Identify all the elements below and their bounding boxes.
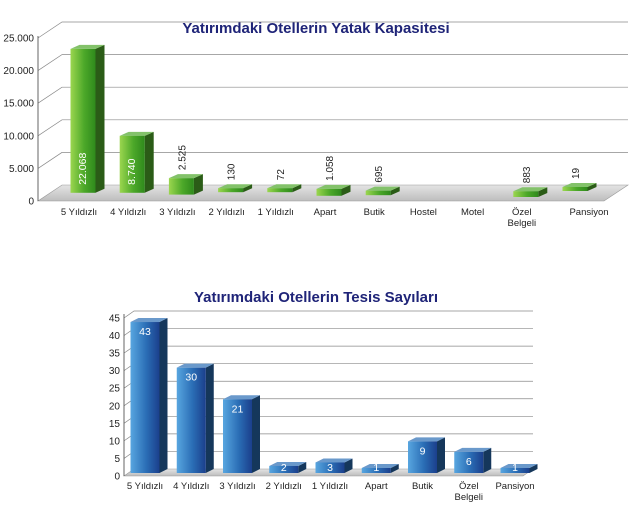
bar: 6 — [454, 447, 492, 473]
category-label: 5 Yıldızlı — [61, 207, 97, 218]
y-tick-label: 25 — [109, 384, 121, 395]
data-label: 2 — [281, 462, 287, 474]
bar: 130 — [218, 163, 253, 193]
category-label: 5 Yıldızlı — [127, 481, 163, 492]
gridline — [123, 328, 533, 336]
category-label: 4 Yıldızlı — [110, 207, 146, 218]
gridline — [37, 152, 628, 169]
category-label: 1 Yıldızlı — [312, 481, 348, 492]
category-label: Butik — [364, 207, 385, 218]
y-tick-label: 20.000 — [3, 66, 34, 77]
bar: 2.525 — [168, 145, 203, 195]
y-tick-label: 0 — [114, 472, 120, 483]
y-tick-label: 0 — [28, 197, 34, 208]
bar: 8.740 — [119, 131, 154, 193]
category-label: Belgeli — [454, 492, 483, 503]
category-label: Özel — [512, 207, 532, 218]
data-label: 21 — [232, 403, 244, 415]
category-label: 4 Yıldızlı — [173, 481, 209, 492]
y-tick-label: 25.000 — [3, 34, 34, 45]
gridline — [37, 86, 628, 104]
data-label: 1.058 — [325, 155, 336, 180]
bar: 22.068 — [70, 44, 105, 193]
y-tick-label: 30 — [109, 366, 121, 377]
bar: 1 — [500, 462, 538, 474]
y-tick-label: 35 — [109, 349, 121, 360]
category-label: 1 Yıldızlı — [258, 207, 294, 218]
category-label: Pansiyon — [495, 481, 534, 492]
gridline — [37, 119, 628, 137]
bar: 3 — [315, 458, 353, 474]
bar: 21 — [223, 395, 260, 473]
data-label: 130 — [227, 163, 238, 180]
bar: 1 — [361, 462, 399, 474]
data-label: 1 — [512, 462, 518, 474]
category-label: 2 Yıldızlı — [208, 207, 244, 218]
gridline — [37, 21, 628, 39]
category-label: Apart — [365, 481, 388, 492]
category-label: Belgeli — [508, 218, 537, 229]
y-tick-label: 5.000 — [9, 164, 34, 175]
category-label: Hostel — [410, 207, 437, 218]
category-label: 3 Yıldızlı — [159, 207, 195, 218]
data-label: 3 — [327, 462, 333, 474]
data-label: 695 — [374, 166, 385, 183]
data-label: 43 — [139, 326, 151, 338]
y-tick-label: 40 — [109, 331, 121, 342]
bar: 43 — [130, 318, 168, 473]
category-label: Motel — [461, 207, 484, 218]
bar: 695 — [365, 166, 400, 196]
y-tick-label: 15.000 — [3, 99, 34, 110]
y-tick-label: 10.000 — [3, 131, 34, 142]
data-label: 9 — [420, 445, 426, 457]
bed-capacity-y-axis: 0 5.000 10.000 15.000 20.000 25.000 — [3, 34, 39, 208]
y-tick-label: 20 — [109, 401, 121, 412]
data-label: 30 — [185, 372, 197, 384]
facility-count-bars: 43 30 21 2 3 1 9 6 1 — [130, 318, 538, 474]
category-label: 3 Yıldızlı — [219, 481, 255, 492]
data-label: 6 — [466, 456, 472, 468]
facility-count-y-axis: 0 5 10 15 20 25 30 35 40 45 — [109, 314, 125, 483]
category-label: Apart — [314, 207, 337, 218]
bar: 19 — [562, 167, 597, 191]
category-label: 2 Yıldızlı — [266, 481, 302, 492]
category-label: Özel — [459, 481, 479, 492]
data-label: 22.068 — [77, 153, 89, 185]
data-label: 8.740 — [126, 158, 138, 184]
y-tick-label: 5 — [114, 454, 120, 465]
gridline — [123, 310, 533, 319]
y-tick-label: 45 — [109, 314, 121, 325]
bar: 72 — [267, 169, 302, 193]
chart-title-facility-count: Yatırımdaki Otellerin Tesis Sayıları — [194, 289, 438, 306]
chart-title-bed-capacity: Yatırımdaki Otellerin Yatak Kapasitesi — [182, 20, 449, 37]
data-label: 1 — [373, 462, 379, 474]
bar: 2 — [269, 461, 307, 474]
bar: 883 — [513, 166, 548, 197]
data-label: 72 — [276, 169, 287, 181]
gridline — [123, 345, 533, 354]
category-label: Pansiyon — [569, 207, 608, 218]
y-tick-label: 15 — [109, 419, 121, 430]
facility-count-category-labels: 5 Yıldızlı 4 Yıldızlı 3 Yıldızlı 2 Yıldızlı… — [127, 481, 535, 503]
bar: 30 — [176, 363, 214, 473]
category-label: Butik — [412, 481, 433, 492]
data-label: 883 — [522, 166, 533, 183]
bar: 9 — [408, 437, 445, 473]
data-label: 2.525 — [177, 145, 188, 170]
y-tick-label: 10 — [109, 436, 121, 447]
bed-capacity-category-labels: 5 Yıldızlı 4 Yıldızlı 3 Yıldızlı 2 Yıldızlı… — [61, 207, 609, 229]
bed-capacity-bars: 22.068 8.740 2.525 130 72 1.058 695 883 19 — [70, 44, 597, 197]
data-label: 19 — [571, 167, 582, 179]
bar: 1.058 — [316, 155, 351, 196]
gridline — [37, 54, 628, 71]
